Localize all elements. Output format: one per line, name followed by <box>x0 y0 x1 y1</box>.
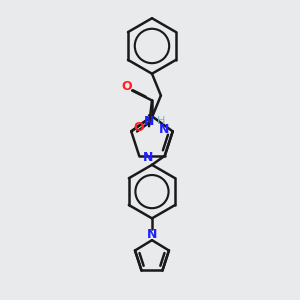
Text: H: H <box>157 116 165 126</box>
Text: N: N <box>159 123 169 136</box>
Text: O: O <box>134 121 145 134</box>
Text: O: O <box>121 80 131 93</box>
Text: N: N <box>144 115 154 128</box>
Text: N: N <box>147 228 157 241</box>
Text: N: N <box>143 151 153 164</box>
